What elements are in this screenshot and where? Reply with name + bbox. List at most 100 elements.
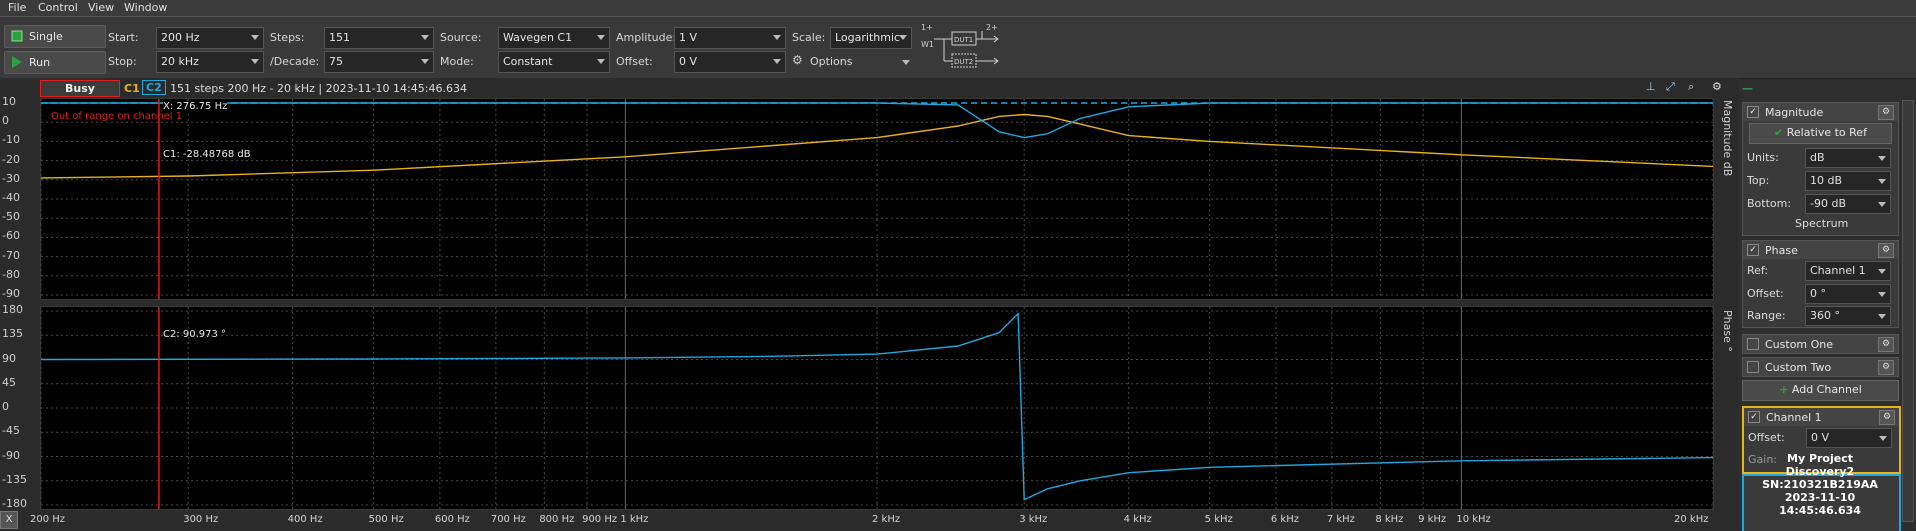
magnitude-axis-title: Magnitude dB [1721, 100, 1734, 177]
chevron-down-icon [1878, 314, 1886, 319]
menu-control[interactable]: Control [38, 1, 78, 14]
add-channel-button[interactable]: + Add Channel [1742, 380, 1899, 401]
x-tick-label: 1 kHz [620, 514, 649, 525]
x-tick-label: 4 kHz [1123, 514, 1152, 525]
channel1-gear-icon[interactable]: ⚙ [1879, 410, 1895, 425]
run-label: Run [29, 56, 51, 69]
magnifier-icon[interactable]: ⌕ [1688, 80, 1695, 93]
y-tick-label: -60 [2, 229, 20, 243]
magnitude-header: ✓ Magnitude ⚙ [1743, 103, 1898, 121]
decade-label: /Decade: [270, 55, 320, 68]
units-select[interactable]: dB [1805, 148, 1891, 168]
start-label: Start: [108, 31, 139, 44]
decade-value: 75 [329, 55, 343, 68]
chevron-down-icon [1878, 269, 1886, 274]
custom-two-gear-icon[interactable]: ⚙ [1878, 360, 1894, 375]
ch1-offset-field[interactable]: 0 V [1806, 428, 1892, 448]
stop-field[interactable]: 20 kHz [156, 51, 264, 73]
custom-two-header: Custom Two ⚙ [1743, 358, 1898, 376]
y-tick-label: -45 [2, 424, 20, 438]
y-tick-label: 135 [2, 327, 23, 341]
x-tick-label: 9 kHz [1418, 514, 1447, 525]
x-tick-label: 5 kHz [1204, 514, 1233, 525]
single-icon [11, 30, 23, 42]
channel1-title: Channel 1 [1766, 411, 1822, 424]
ref-value: Channel 1 [1810, 264, 1866, 277]
steps-field[interactable]: 151 [324, 27, 434, 49]
chevron-down-icon [421, 59, 429, 64]
menu-view[interactable]: View [88, 1, 115, 14]
source-select[interactable]: Wavegen C1 [498, 27, 610, 49]
run-button[interactable]: Run [4, 51, 106, 74]
x-axis-button[interactable]: X [0, 511, 18, 529]
diagram-1plus: 1+ [921, 23, 933, 32]
diagram-dut1: DUT1 [954, 36, 973, 44]
stop-value: 20 kHz [161, 55, 199, 68]
menu-file[interactable]: File [8, 1, 27, 14]
phase-offset-label: Offset: [1747, 287, 1784, 300]
cursor-tool-icon[interactable]: ⊥ [1646, 80, 1656, 93]
ref-select[interactable]: Channel 1 [1805, 261, 1891, 281]
ref-label: Ref: [1747, 264, 1769, 277]
custom-two-checkbox[interactable] [1747, 361, 1759, 373]
phase-header: ✓ Phase ⚙ [1743, 241, 1898, 259]
zoom-tool-icon[interactable]: ⤢ [1666, 80, 1675, 93]
y-tick-label: -20 [2, 152, 20, 166]
phase-offset-field[interactable]: 0 ° [1805, 284, 1891, 304]
amplitude-field[interactable]: 1 V [674, 27, 786, 49]
options-label: Options [810, 55, 853, 68]
phase-plot[interactable]: C2: 90.973 ° [40, 306, 1714, 510]
settings-gear-icon[interactable]: ⚙ [1712, 80, 1722, 93]
custom-one-title: Custom One [1765, 338, 1834, 351]
single-button[interactable]: Single [4, 25, 106, 48]
c2-badge[interactable]: C2 [142, 80, 166, 95]
phase-title: Phase [1765, 244, 1798, 257]
mode-value: Constant [503, 55, 553, 68]
y-tick-label: 90 [2, 351, 16, 365]
source-value: Wavegen C1 [503, 31, 573, 44]
start-field[interactable]: 200 Hz [156, 27, 264, 49]
bottom-field[interactable]: -90 dB [1805, 194, 1891, 214]
chevron-down-icon [251, 59, 259, 64]
relative-to-ref-button[interactable]: ✔ Relative to Ref [1749, 123, 1892, 144]
x-tick-label: 900 Hz [582, 514, 618, 525]
custom-one-gear-icon[interactable]: ⚙ [1878, 337, 1894, 352]
channel1-checkbox[interactable]: ✓ [1748, 411, 1760, 423]
offset-field[interactable]: 0 V [674, 51, 786, 73]
decade-field[interactable]: 75 [324, 51, 434, 73]
spectrum-label[interactable]: Spectrum [1795, 217, 1849, 230]
phase-checkbox[interactable]: ✓ [1747, 244, 1759, 256]
x-tick-label: 800 Hz [539, 514, 575, 525]
range-field[interactable]: 360 ° [1805, 306, 1891, 326]
phase-axis-title: Phase ° [1721, 310, 1734, 352]
chevron-down-icon [902, 60, 910, 65]
magnitude-checkbox[interactable]: ✓ [1747, 106, 1759, 118]
scale-select[interactable]: Logarithmic [830, 27, 912, 49]
magnitude-gear-icon[interactable]: ⚙ [1878, 105, 1894, 120]
x-tick-label: 700 Hz [490, 514, 526, 525]
diagram-dut2: DUT2 [954, 58, 973, 66]
panel-collapse-icon[interactable]: — [1742, 82, 1753, 95]
ch1-offset-label: Offset: [1748, 431, 1785, 444]
phase-gear-icon[interactable]: ⚙ [1878, 243, 1894, 258]
panel-scrollbar[interactable] [1902, 100, 1914, 522]
chevron-down-icon [251, 35, 259, 40]
series-line-c2 [41, 312, 1713, 501]
top-field[interactable]: 10 dB [1805, 171, 1891, 191]
menu-window[interactable]: Window [124, 1, 168, 14]
magnitude-plot[interactable]: Out of range on channel 1 X: 276.75 Hz C… [40, 98, 1714, 300]
bottom-value: -90 dB [1810, 197, 1846, 210]
chevron-down-icon [773, 35, 781, 40]
y-tick-label: -30 [2, 171, 20, 185]
options-button[interactable]: ⚙ Options [792, 53, 910, 71]
mode-select[interactable]: Constant [498, 51, 610, 73]
x-tick-label: 400 Hz [287, 514, 323, 525]
custom-one-checkbox[interactable] [1747, 338, 1759, 350]
out-of-range-warning: Out of range on channel 1 [51, 111, 183, 122]
y-tick-label: -135 [2, 472, 27, 486]
scale-value: Logarithmic [835, 31, 901, 44]
phase-plot-svg [41, 307, 1713, 509]
custom-one-section: Custom One ⚙ [1742, 334, 1899, 354]
c1-badge[interactable]: C1 [124, 82, 140, 95]
chevron-down-icon [597, 35, 605, 40]
